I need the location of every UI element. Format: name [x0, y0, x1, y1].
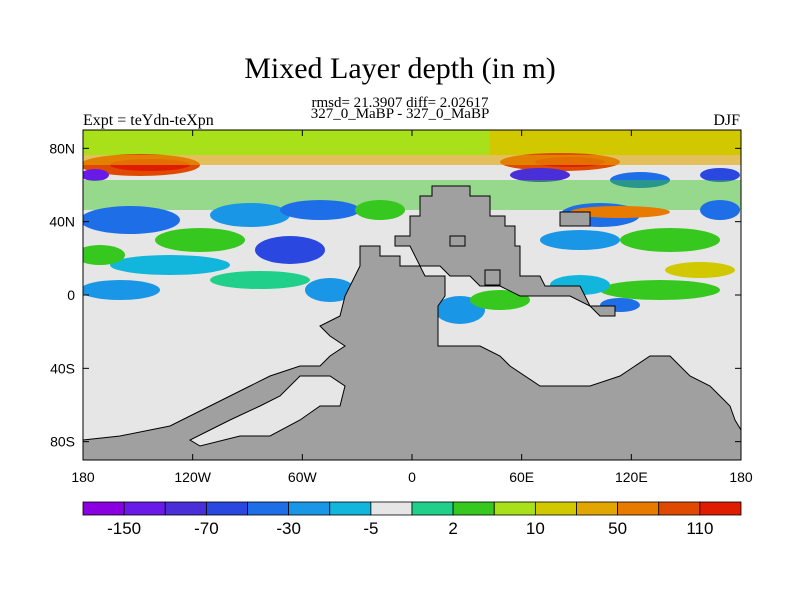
colorbar-swatch — [576, 501, 619, 516]
experiment-label: Expt = teYdn-teXpn — [83, 112, 214, 129]
land-island-1 — [559, 211, 591, 227]
arctic-band-east — [490, 130, 741, 155]
midlat-green-1 — [155, 228, 245, 252]
colorbar-swatch — [123, 501, 166, 516]
midlat-green-2 — [83, 245, 125, 265]
colorbar-swatch — [658, 501, 701, 516]
colorbar-label: 10 — [526, 519, 545, 538]
y-tick-label: 80S — [50, 434, 75, 450]
season-label: DJF — [713, 112, 740, 129]
colorbar-swatch — [534, 501, 577, 516]
midlat-band-green — [83, 180, 741, 210]
chart-subtitle-stats: rmsd= 21.3907 diff= 2.02617 — [311, 95, 489, 111]
north-low-3 — [610, 172, 670, 188]
colorbar-swatch — [699, 501, 742, 516]
north-low-1 — [83, 169, 109, 181]
map-axes: 180 120W 60W 0 60E 120E 180 80N 40N 0 40S 80S — [49, 130, 753, 485]
colorbar-label: 110 — [686, 519, 713, 538]
y-tick-label: 80N — [49, 140, 75, 156]
midlat-blue-6 — [540, 230, 620, 250]
colorbar-label: -70 — [194, 519, 219, 538]
midlat-orange-1 — [570, 206, 670, 218]
colorbar-swatch — [452, 501, 495, 516]
colorbar-swatch — [205, 501, 248, 516]
midlat-green-4 — [355, 200, 405, 220]
x-tick-label: 0 — [408, 469, 416, 485]
midlat-blue-1 — [83, 206, 180, 234]
x-tick-label: 180 — [729, 469, 753, 485]
colorbar-swatch — [411, 501, 454, 516]
midlat-green-3 — [210, 271, 310, 289]
colorbar-swatch — [617, 501, 660, 516]
colorbar-label: -30 — [276, 519, 301, 538]
colorbar-label: 50 — [608, 519, 627, 538]
midlat-blue-2 — [210, 203, 290, 227]
midlat-blue-4 — [255, 236, 325, 264]
midlat-blue-3 — [280, 200, 360, 220]
colorbar-swatch — [370, 501, 413, 516]
x-tick-label: 180 — [71, 469, 95, 485]
y-tick-label: 0 — [67, 287, 75, 303]
land-island-2 — [484, 269, 501, 286]
x-tick-label: 60E — [509, 469, 534, 485]
colorbar-swatch — [288, 501, 331, 516]
north-low-4 — [700, 168, 740, 182]
midlat-green-6 — [600, 280, 720, 300]
colorbar-label: 2 — [448, 519, 457, 538]
midlat-blue-7 — [700, 200, 740, 220]
colorbar-label: -5 — [363, 519, 378, 538]
colorbar-swatch — [164, 501, 207, 516]
midlat-yellow-1 — [665, 262, 735, 278]
chart-title: Mixed Layer depth (in m) — [244, 52, 556, 85]
colorbar-swatch — [493, 501, 536, 516]
x-tick-label: 120W — [174, 469, 211, 485]
colorbar: -150 -70 -30 -5 2 10 50 110 — [82, 501, 742, 538]
colorbar-swatch — [329, 501, 372, 516]
land-notch-inlet — [188, 375, 346, 447]
colorbar-swatch — [82, 501, 125, 516]
mixed-layer-field — [83, 130, 741, 460]
x-tick-label: 60W — [288, 469, 318, 485]
midlat-cyan-1 — [110, 255, 230, 275]
colorbar-label: -150 — [107, 519, 141, 538]
x-tick-label: 120E — [615, 469, 648, 485]
midlat-cyan-3 — [305, 278, 355, 302]
y-tick-label: 40N — [49, 214, 75, 230]
land-southern-continent — [83, 245, 741, 460]
midlat-green-5 — [620, 228, 720, 252]
y-tick-label: 40S — [50, 360, 75, 376]
land-north-continent — [394, 185, 616, 317]
chart-subtitle-runs: 327_0_MaBP - 327_0_MaBP — [310, 106, 490, 122]
equatorial-green-1 — [470, 290, 530, 310]
colorbar-swatch — [247, 501, 290, 516]
north-band-orange — [83, 155, 741, 165]
north-low-2 — [510, 168, 570, 182]
land-island-3 — [449, 235, 466, 247]
midlat-cyan-2 — [83, 280, 160, 300]
